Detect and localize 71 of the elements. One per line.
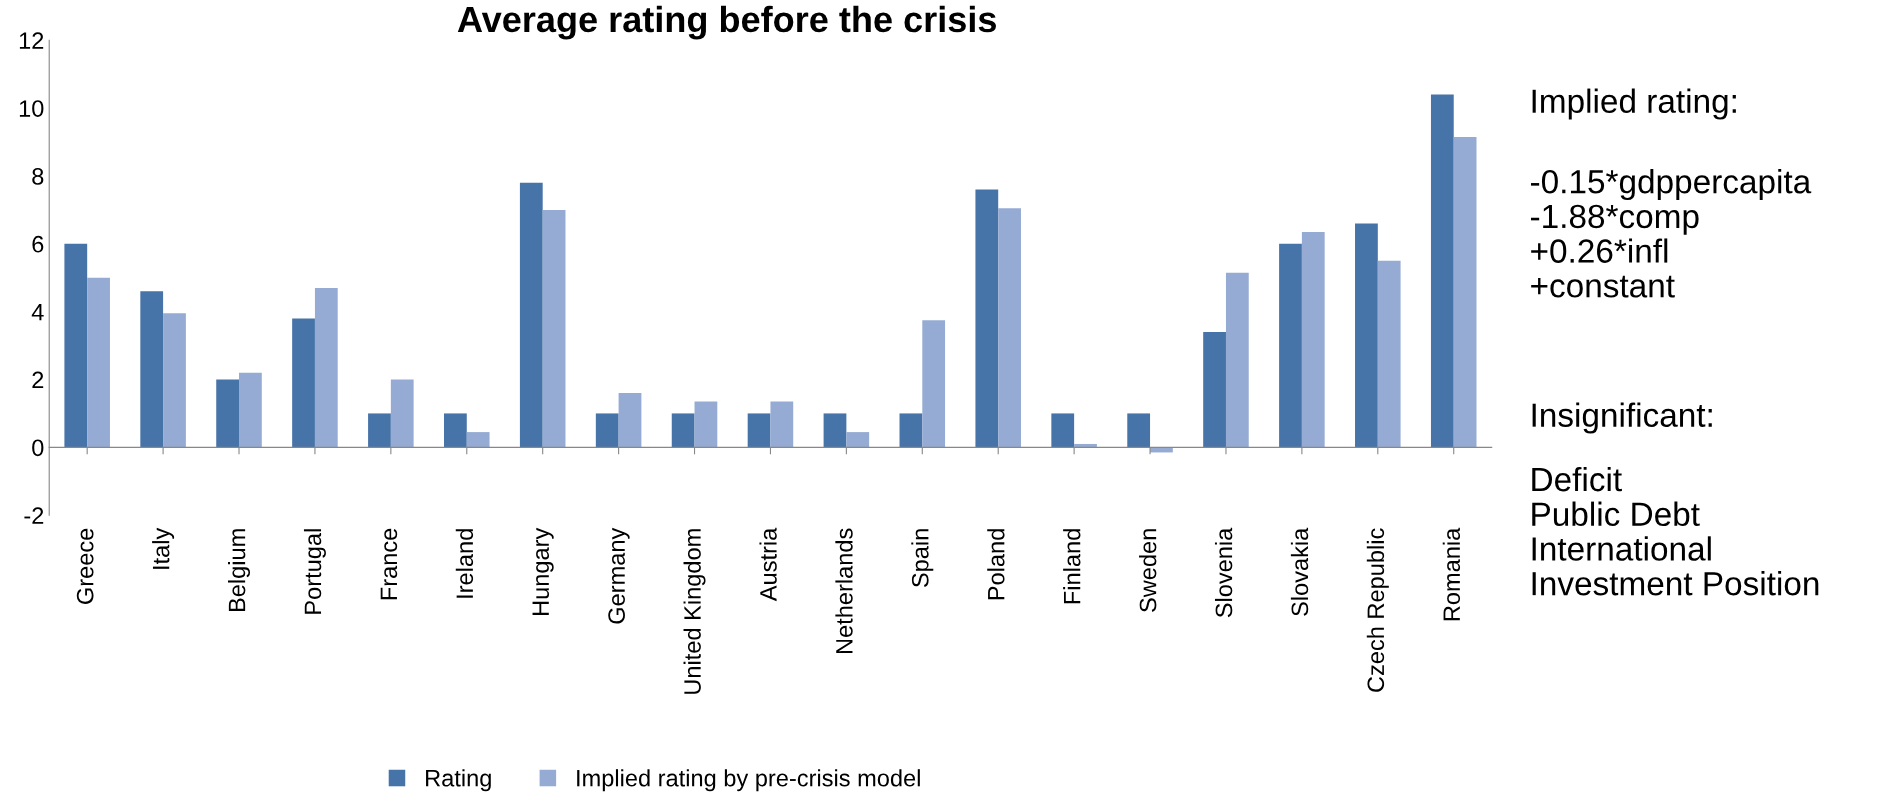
bar — [1051, 413, 1075, 448]
bar — [1355, 223, 1378, 448]
bar — [671, 413, 695, 448]
x-tick-label: Finland — [1063, 529, 1081, 604]
text: -0.15*gdppercapita -1.88*comp +0.26*infl +constant — [1531, 169, 1812, 298]
x-tick-label: Portugal — [303, 529, 326, 614]
bar — [390, 379, 414, 448]
legend-label: Implied rating by pre-crisis model — [577, 769, 920, 792]
bar — [1301, 231, 1325, 448]
bar — [519, 182, 543, 448]
x-tick-label: Germany — [608, 527, 630, 624]
bar — [368, 413, 391, 448]
bar — [64, 243, 88, 448]
bar — [542, 209, 566, 448]
bar — [1203, 332, 1226, 448]
bar — [87, 277, 110, 448]
bar — [595, 413, 619, 448]
x-tick-label: Sweden — [1139, 529, 1157, 612]
x-tick-label: Romania — [1442, 527, 1461, 621]
bar — [694, 401, 718, 448]
bar — [1430, 94, 1454, 448]
bar — [216, 379, 240, 448]
x-tick-label: Hungary — [532, 527, 554, 615]
bar — [140, 291, 164, 448]
y-tick-label: 12 — [19, 32, 44, 49]
x-tick-label: Greece — [76, 528, 94, 604]
x-tick-label: Italy — [152, 527, 175, 569]
y-tick-label: -2 — [24, 507, 44, 524]
bar — [998, 208, 1021, 448]
y-tick-label: 8 — [32, 168, 44, 185]
bar — [1377, 260, 1401, 448]
text: Insignificant: — [1532, 402, 1712, 434]
y-tick-label: 4 — [31, 303, 44, 321]
x-tick-label: Austria — [759, 527, 777, 602]
x-tick-label: Slovenia — [1214, 527, 1233, 618]
y-tick-label: 6 — [32, 235, 44, 253]
bar — [444, 413, 467, 448]
x-tick-label: Ireland — [455, 529, 474, 598]
y-tick-label: 0 — [32, 439, 44, 457]
bar — [239, 372, 262, 448]
text: Deficit Public Debt International Investment Position — [1532, 466, 1819, 596]
x-tick-label: Netherlands — [835, 528, 853, 654]
bar — [1127, 413, 1151, 448]
bar — [899, 413, 923, 448]
bar — [846, 432, 870, 448]
x-tick-label: Poland — [987, 529, 1005, 600]
chart-title: Average rating before the crisis — [457, 5, 996, 40]
x-tick-label: Slovakia — [1290, 527, 1309, 616]
y-tick-label: 10 — [19, 100, 44, 117]
bar — [1074, 443, 1097, 448]
bar — [922, 320, 946, 448]
x-tick-label: Czech Republic — [1366, 528, 1389, 692]
text: Implied rating: — [1532, 88, 1736, 120]
bar — [1453, 136, 1477, 448]
legend-label: Rating — [426, 769, 491, 792]
bar — [770, 401, 794, 448]
x-tick-label: Spain — [911, 529, 934, 588]
x-tick-label: United Kingdom — [683, 529, 706, 694]
bar — [975, 189, 999, 448]
bar — [163, 313, 186, 448]
bar — [292, 318, 315, 448]
x-tick-label: France — [380, 528, 398, 600]
bar — [823, 413, 847, 448]
bar — [314, 287, 338, 448]
bar — [466, 432, 490, 448]
bar — [1225, 272, 1249, 448]
x-tick-label: Belgium — [228, 529, 251, 612]
y-tick-label: 2 — [32, 371, 44, 389]
bar — [618, 393, 642, 448]
bar — [747, 413, 771, 448]
bar — [1279, 243, 1302, 448]
